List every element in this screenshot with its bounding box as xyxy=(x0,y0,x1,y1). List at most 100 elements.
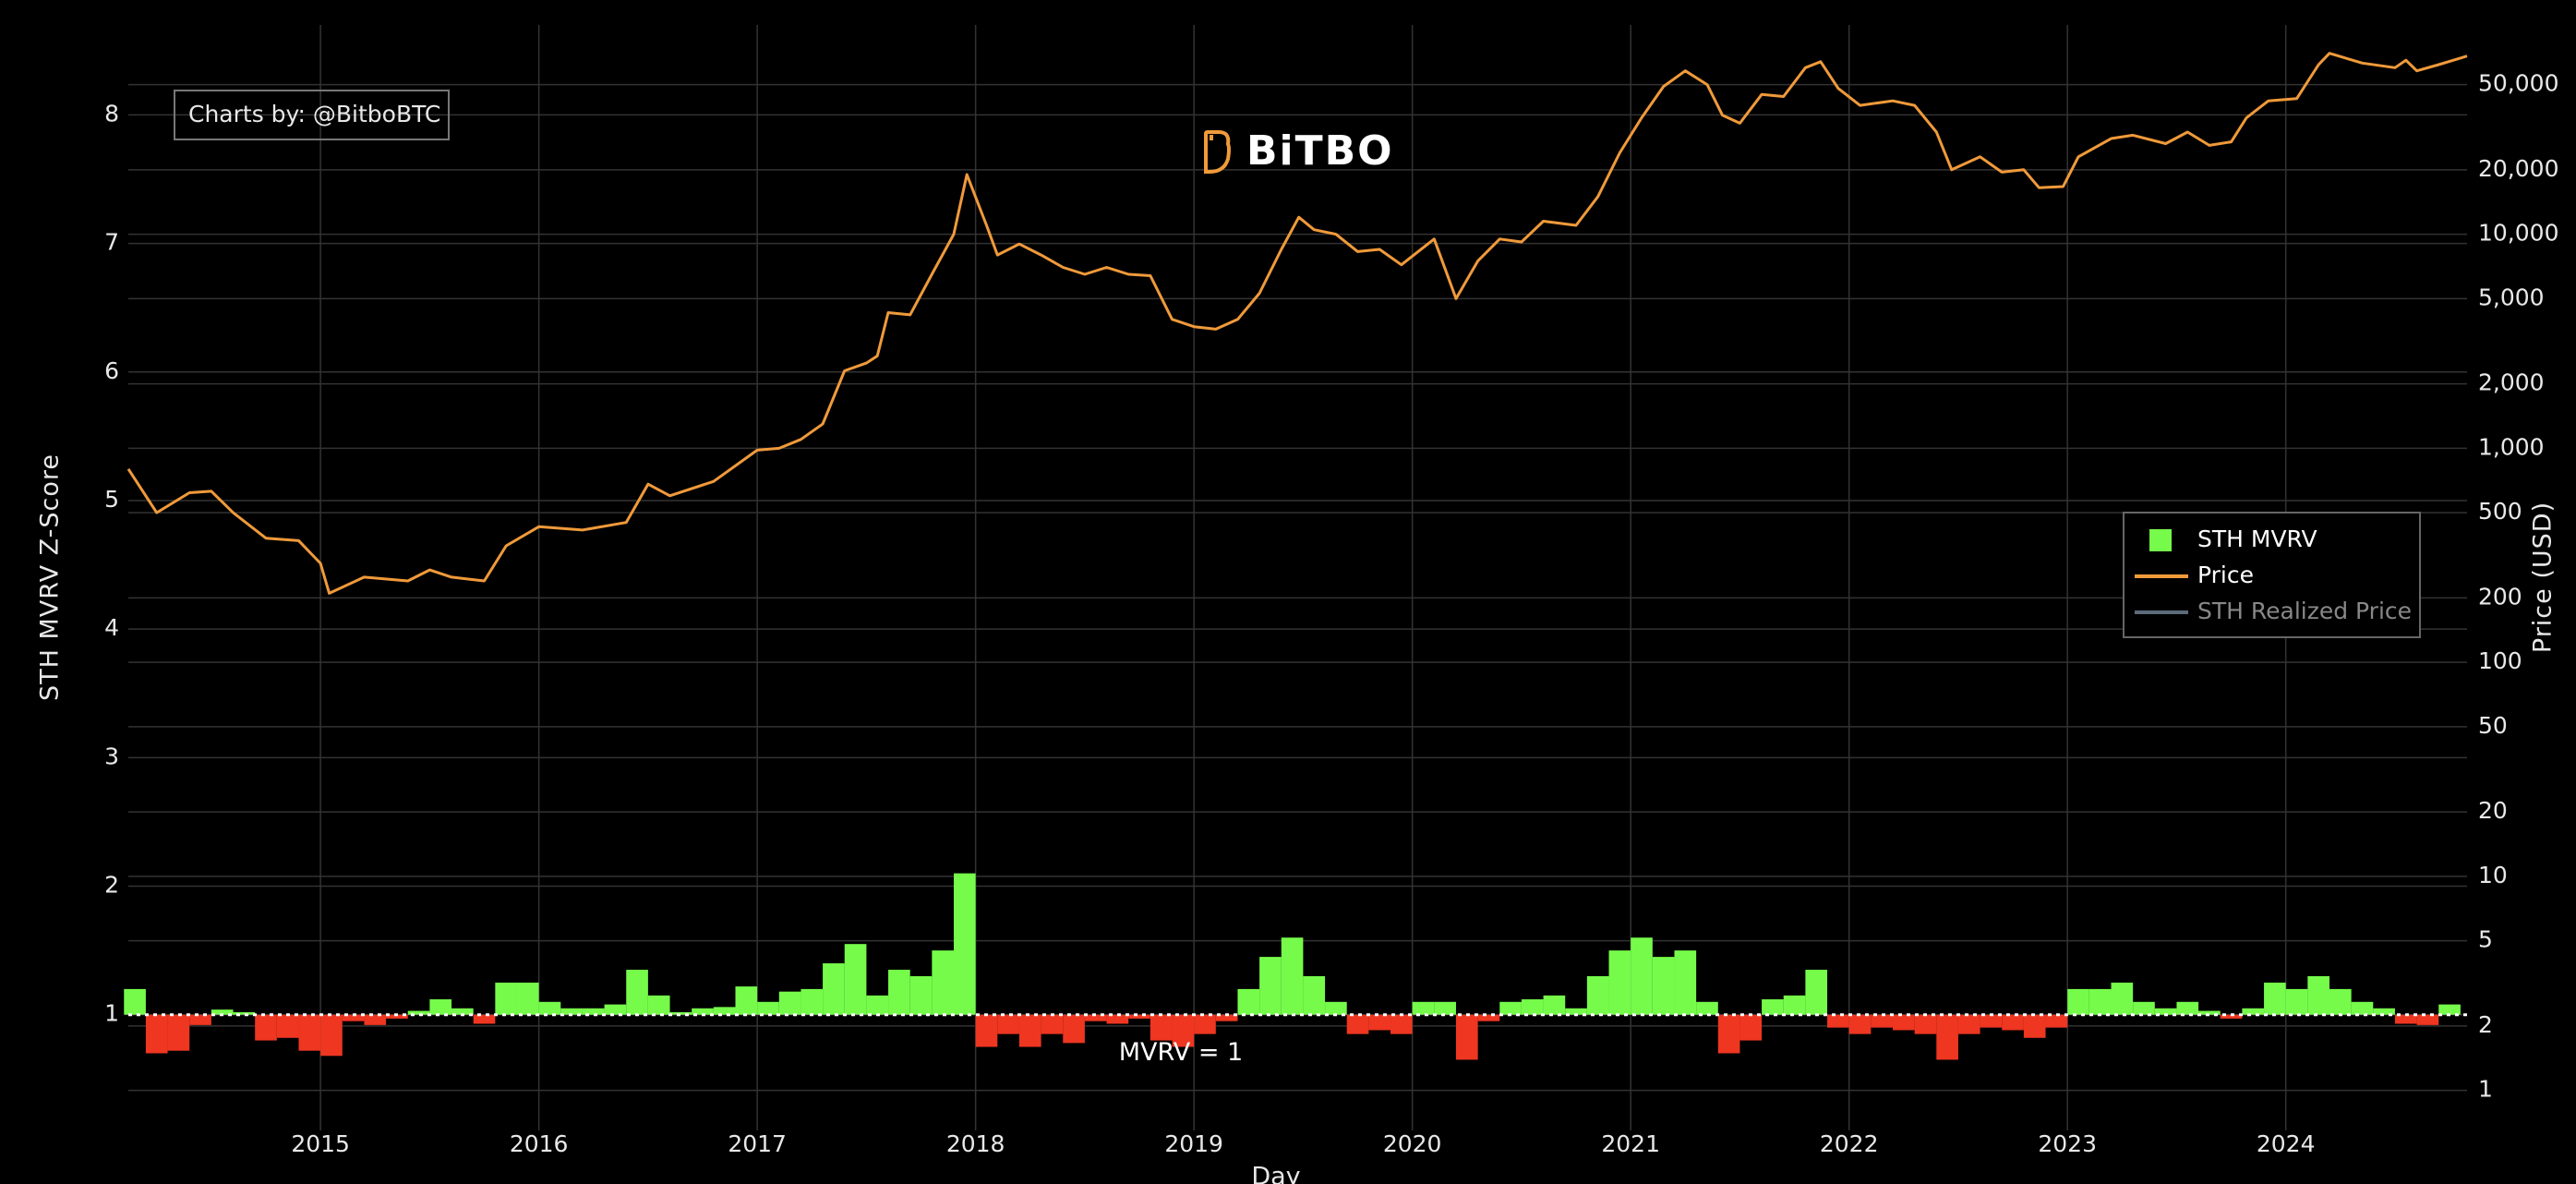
bar xyxy=(932,950,954,1015)
bar xyxy=(954,873,976,1015)
bar xyxy=(2242,1008,2265,1015)
bar xyxy=(2394,1014,2417,1024)
y-tick-label: 2 xyxy=(104,872,119,899)
bar xyxy=(2023,1014,2046,1038)
legend-label: STH MVRV xyxy=(2197,526,2317,552)
bar xyxy=(1892,1014,1915,1031)
bar xyxy=(2133,1001,2155,1015)
bar xyxy=(2438,1004,2461,1015)
y2-tick-label: 20 xyxy=(2478,797,2508,824)
x-tick-label: 2017 xyxy=(728,1130,787,1157)
x-tick-label: 2024 xyxy=(2257,1130,2316,1157)
y2-tick-label: 1,000 xyxy=(2478,433,2545,460)
bar xyxy=(1543,995,1566,1015)
bar xyxy=(800,988,824,1015)
bar xyxy=(2285,988,2308,1015)
bar xyxy=(1871,1014,1893,1028)
bar xyxy=(778,991,801,1015)
logo: BiTBO xyxy=(1246,127,1394,175)
y2-tick-label: 20,000 xyxy=(2478,155,2558,182)
y2-tick-label: 50,000 xyxy=(2478,70,2558,97)
legend: STH MVRV Price STH Realized Price xyxy=(2135,526,2412,624)
bar xyxy=(692,1008,714,1015)
bar xyxy=(386,1014,408,1019)
bar xyxy=(1346,1014,1369,1034)
x-tick-label: 2019 xyxy=(1164,1130,1223,1157)
bar xyxy=(997,1014,1019,1034)
bar xyxy=(1018,1014,1041,1047)
bar xyxy=(1194,1014,1216,1034)
bar xyxy=(429,999,452,1015)
y2-tick-label: 5 xyxy=(2478,926,2493,953)
bar xyxy=(757,1001,779,1015)
bar xyxy=(1586,975,1609,1015)
bar xyxy=(1106,1014,1129,1024)
bar xyxy=(1063,1014,1085,1044)
y-tick-label: 6 xyxy=(104,357,119,384)
bar xyxy=(1390,1014,1413,1034)
bar xyxy=(189,1014,211,1025)
bar xyxy=(473,1014,496,1024)
bar xyxy=(276,1014,299,1038)
y2-tick-label: 200 xyxy=(2478,583,2522,610)
bar xyxy=(1084,1014,1107,1021)
bar xyxy=(2416,1014,2439,1025)
credit: Charts by: @BitboBTC xyxy=(188,101,440,127)
bar xyxy=(1150,1014,1173,1041)
y2-tick-label: 2 xyxy=(2478,1011,2493,1038)
legend-label: STH Realized Price xyxy=(2197,598,2412,624)
bar xyxy=(516,982,539,1015)
bar xyxy=(364,1014,387,1025)
logo-icon xyxy=(1204,130,1231,174)
bar xyxy=(211,1009,234,1015)
y2-tick-label: 5,000 xyxy=(2478,284,2545,310)
bar xyxy=(255,1014,277,1041)
bar xyxy=(2154,1008,2177,1015)
bar xyxy=(647,995,670,1015)
y-tick-label: 7 xyxy=(104,229,119,256)
bar xyxy=(1717,1014,1740,1054)
bar xyxy=(1674,950,1697,1015)
bar xyxy=(233,1011,256,1015)
bar xyxy=(1762,999,1784,1015)
bar xyxy=(1325,1001,1347,1015)
bar xyxy=(451,1008,474,1015)
y2-tick-label: 2,000 xyxy=(2478,369,2545,396)
bars xyxy=(124,873,2461,1060)
bar xyxy=(735,986,758,1015)
x-axis-title: Day xyxy=(1251,1163,1300,1184)
bar xyxy=(2198,1010,2221,1015)
bar xyxy=(1237,988,1260,1015)
y-tick-label: 1 xyxy=(104,1000,119,1027)
bar xyxy=(2220,1014,2243,1019)
x-tick-label: 2020 xyxy=(1383,1130,1442,1157)
y2-tick-label: 50 xyxy=(2478,712,2508,739)
bar xyxy=(1521,999,1544,1015)
bar xyxy=(604,1004,627,1015)
y-tick-label: 5 xyxy=(104,486,119,513)
bar xyxy=(2329,988,2352,1015)
bar xyxy=(1936,1014,1958,1060)
y-tick-label: 8 xyxy=(104,100,119,127)
bar xyxy=(2067,988,2089,1015)
bar xyxy=(1128,1014,1150,1019)
bar xyxy=(1455,1014,1478,1060)
bar xyxy=(1696,1001,1718,1015)
bar xyxy=(2176,1001,2199,1015)
bar xyxy=(298,1014,321,1051)
bar xyxy=(1827,1014,1849,1028)
y2-tick-label: 1 xyxy=(2478,1076,2493,1103)
y2-axis-title: Price (USD) xyxy=(2529,501,2558,653)
bar xyxy=(1215,1014,1238,1021)
bar xyxy=(1914,1014,1937,1034)
bar xyxy=(1608,950,1631,1015)
legend-swatch xyxy=(2149,529,2172,551)
bar xyxy=(2045,1014,2068,1028)
bar xyxy=(560,1008,583,1015)
bar xyxy=(1565,1008,1587,1015)
bar xyxy=(1631,937,1653,1015)
bar xyxy=(495,982,517,1015)
bar xyxy=(1499,1001,1522,1015)
bar xyxy=(1477,1014,1500,1021)
